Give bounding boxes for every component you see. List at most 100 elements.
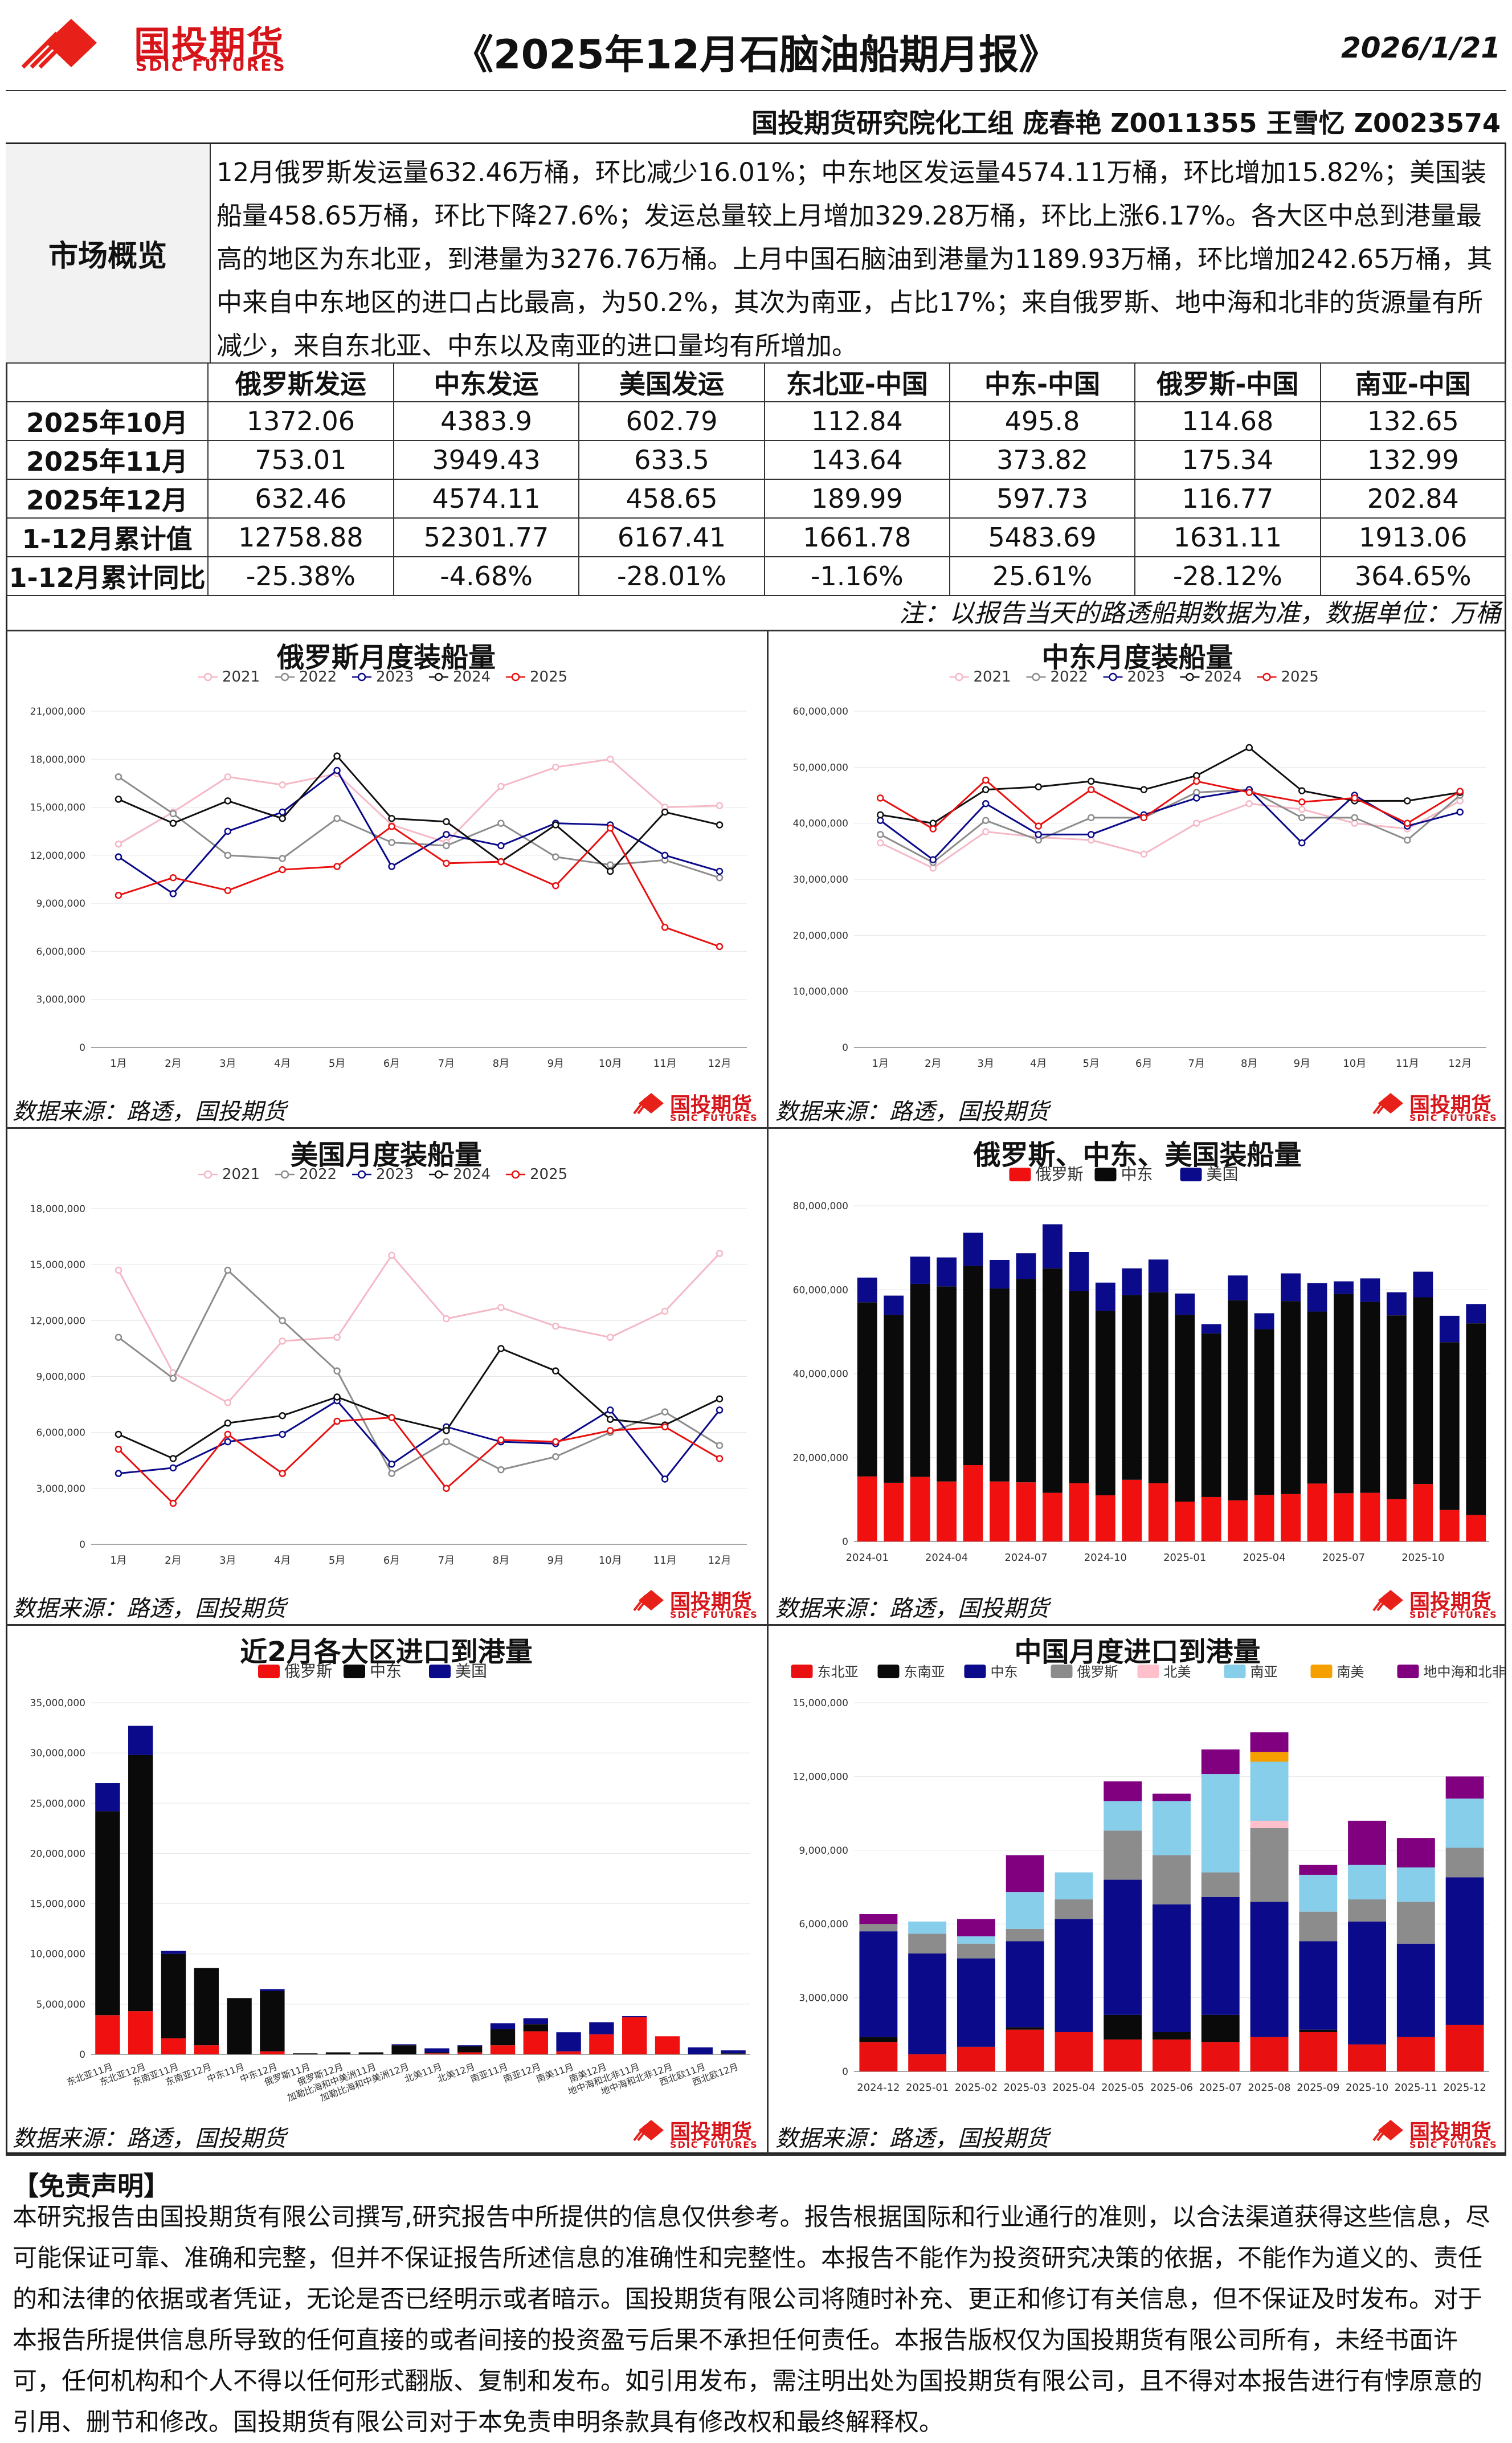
data-point [1404,836,1411,844]
data-source: 数据来源：路透，国投期货 [13,2126,286,2152]
chart-panel-china-imports: 中国月度进口到港量 数据来源：路透，国投期货 国投期货 SDIC FUTURES 东北亚… [769,1626,1506,2154]
data-point [1456,797,1464,805]
y-tick-label: 3,000,000 [36,1483,85,1495]
data-point [661,1408,669,1416]
bar-segment-南亚 [1055,1872,1093,1900]
data-point [1456,808,1464,816]
legend-marker [511,1170,520,1179]
table-cell: 753.01 [207,440,394,480]
bar-segment-中东 [1466,1323,1486,1515]
bar-segment-中东 [194,1968,219,2046]
legend-swatch [429,1665,451,1678]
data-point [1088,786,1095,793]
data-point [1088,836,1095,844]
table-cell: 175.34 [1134,440,1321,480]
legend-label: 2023 [376,668,414,686]
legend-marker [511,672,520,682]
bar-segment-美国 [1228,1275,1248,1300]
data-point [224,797,232,805]
bar-segment-地中海和北非 [1201,1749,1240,1775]
bar-segment-地中海和北非 [1153,1793,1191,1801]
bar-segment-地中海和北非 [1396,1838,1435,1867]
legend-label: 2024 [453,1166,491,1183]
x-tick-label: 9月 [1294,1058,1310,1070]
legend-label: 东北亚 [818,1664,859,1680]
data-point [279,1337,286,1345]
y-tick-label: 21,000,000 [30,706,85,717]
bar-segment-美国 [884,1295,904,1315]
table-row: 2025年11月 753.01 3949.43 633.5 143.64 373.82 17… [5,440,1506,480]
bar-segment-俄罗斯 [1006,1928,1044,1942]
legend-swatch [258,1665,280,1678]
legend-marker [280,1170,289,1179]
legend-marker [1032,672,1040,682]
brand-text: 国投期货 [1409,2120,1492,2144]
x-tick-label: 11月 [1396,1058,1419,1070]
chart-title: 俄罗斯月度装船量 [276,642,496,674]
series-line-2021 [117,1253,721,1404]
legend-swatch [1094,1168,1117,1181]
series-line-2025 [117,1416,720,1505]
data-point [1140,814,1147,822]
y-tick-label: 0 [842,1042,848,1054]
brand-text-en: SDIC FUTURES [1409,2139,1498,2150]
x-tick-label: 南亚12月 [502,2061,542,2085]
bar-segment-中东 [1307,1311,1327,1484]
y-tick-label: 80,000,000 [793,1201,848,1212]
x-tick-label: 10月 [599,1555,622,1567]
data-point [982,800,990,807]
data-point [279,814,286,822]
x-tick-label: 11月 [653,1555,677,1567]
bar-segment-美国 [1122,1268,1142,1295]
legend-label: 2023 [376,1166,414,1183]
data-point [552,1453,559,1461]
x-tick-label: 2024-04 [925,1552,968,1564]
legend-swatch [1180,1168,1202,1181]
bar-segment-俄罗斯 [622,2017,647,2054]
table-cell: 458.65 [578,479,765,519]
x-tick-label: 2月 [165,1555,181,1567]
data-point [982,817,990,824]
series-line-2024 [880,747,1460,825]
data-point [443,1438,450,1446]
table-row-header: 2025年10月 [5,401,209,441]
y-tick-label: 0 [79,2049,85,2061]
data-point [606,1406,614,1414]
bar-segment-中东 [908,1953,947,2054]
bar-segment-中东 [1281,1301,1301,1494]
table-cell: 597.73 [949,479,1136,519]
data-point [716,1406,724,1414]
bar-segment-美国 [523,2018,548,2025]
table-cell: 143.64 [763,440,950,480]
bar-segment-东南亚 [1104,2014,1142,2040]
bar-segment-东北亚 [1006,2029,1044,2071]
legend-swatch [1009,1168,1031,1181]
disclaimer-text: 本研究报告由国投期货有限公司撰写,研究报告中所提供的信息仅供参考。报告根据国际和… [13,2203,1490,2437]
data-point [169,810,177,818]
x-tick-label: 1月 [110,1555,126,1567]
y-tick-label: 12,000,000 [30,1315,85,1327]
bar-segment-南亚 [1153,1801,1191,1855]
y-tick-label: 12,000,000 [30,850,85,862]
x-tick-label: 1月 [110,1058,126,1070]
logo-text-en: SDIC FUTURES [136,56,287,75]
legend-marker [434,1170,443,1179]
table-row: 2025年12月 632.46 4574.11 458.65 189.99 597.73 1… [5,479,1506,519]
bar-segment-美国 [424,2048,449,2053]
y-tick-label: 0 [79,1539,85,1551]
data-point [877,794,884,802]
bar-segment-中东 [1396,1943,1435,2037]
data-point [169,1455,177,1462]
x-tick-label: 2025-09 [1297,2082,1339,2094]
y-tick-label: 12,000,000 [793,1771,848,1783]
bar-segment-俄罗斯 [194,2045,219,2054]
bar-segment-俄罗斯 [424,2053,449,2054]
brand-text: 国投期货 [670,1094,753,1117]
bar-segment-俄罗斯 [937,1481,957,1541]
bar-segment-俄罗斯 [1386,1499,1407,1541]
bar-segment-美国 [161,1951,186,1954]
table-cell: 4574.11 [393,479,580,519]
y-tick-label: 15,000,000 [793,1698,848,1709]
disclaimer-title: 【免责声明】 [13,2171,170,2201]
data-point [279,1430,286,1438]
